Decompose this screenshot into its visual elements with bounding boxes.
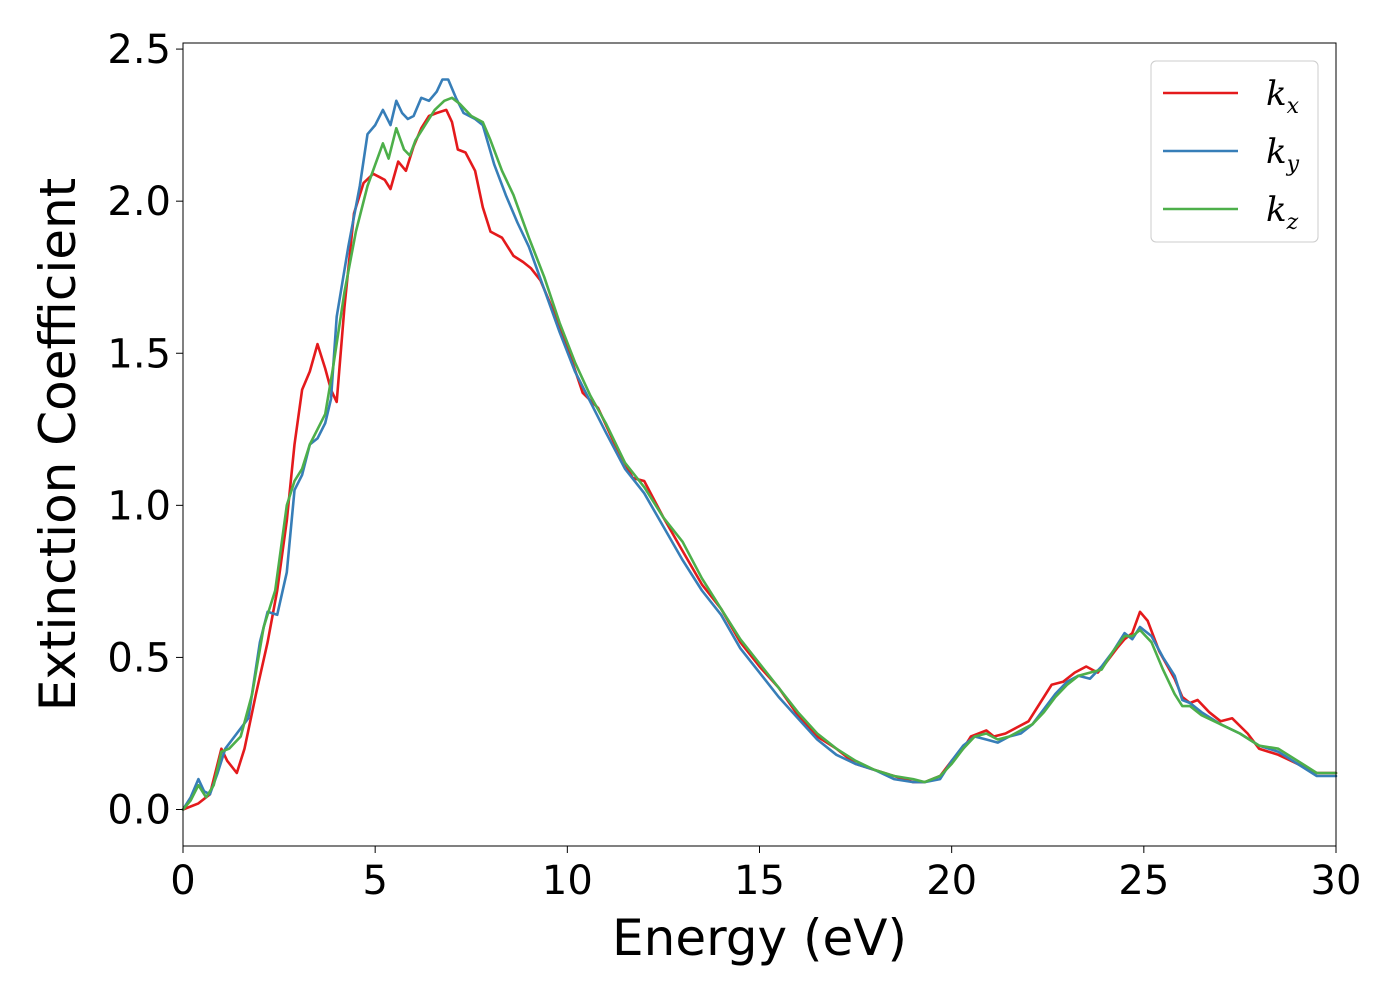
y-tick-label: 1.5 [107,331,171,377]
legend: kx ky kz [1150,60,1319,243]
y-tick-label: 2.0 [107,179,171,225]
series-layer [181,78,1338,811]
y-tick-label: 2.5 [107,27,171,73]
x-tick-label: 20 [926,858,977,904]
legend-label-kz: kz [1266,190,1299,235]
y-axis-title: Extinction Coefficient [29,178,87,712]
x-tick-label: 25 [1118,858,1169,904]
x-tick-label: 15 [734,858,785,904]
x-tick-label: 10 [542,858,593,904]
legend-label-ky: ky [1266,132,1300,177]
y-tick-label: 1.0 [107,483,171,529]
y-tick-label: 0.0 [107,788,171,834]
x-tick-label: 5 [362,858,387,904]
y-tick-label: 0.5 [107,635,171,681]
x-axis-title: Energy (eV) [612,909,907,967]
legend-label-kx: kx [1266,74,1300,119]
x-tick-label: 0 [170,858,195,904]
y-axis: 0.0 0.5 1.0 1.5 2.0 2.5 [107,27,183,834]
x-tick-label: 30 [1311,858,1362,904]
series-line-kz [181,96,1338,811]
x-axis: 0 5 10 15 20 25 30 [170,846,1361,904]
